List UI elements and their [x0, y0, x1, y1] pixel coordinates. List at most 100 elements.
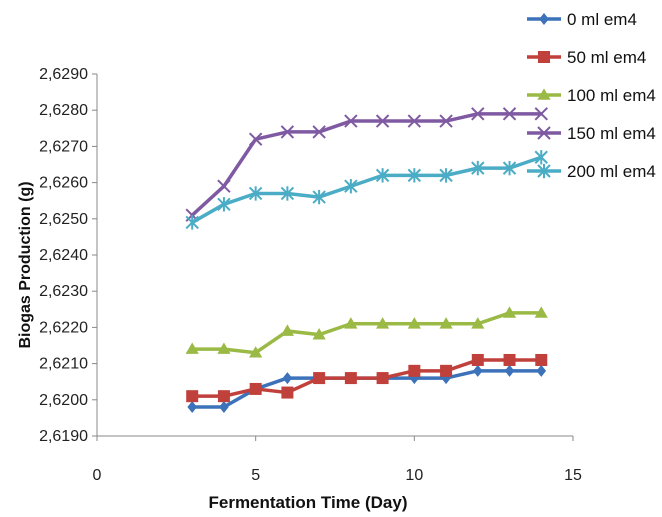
data-point [535, 353, 548, 366]
data-point [280, 186, 295, 201]
series-1 [186, 353, 548, 403]
data-point [471, 160, 485, 176]
data-point [312, 328, 326, 340]
data-point [473, 364, 483, 377]
data-point [248, 132, 263, 146]
series-line [190, 155, 544, 225]
legend-item: 0 ml em4 [527, 10, 637, 29]
legend-item: 150 ml em4 [527, 124, 656, 143]
data-point [502, 306, 517, 318]
y-tick-label: 2,6280 [39, 102, 88, 119]
legend: 0 ml em4 50 ml em4 100 ml em4 150 ml em4 200… [527, 10, 656, 181]
series-line [190, 112, 544, 217]
data-point [471, 317, 485, 329]
data-point [439, 114, 453, 128]
data-point [344, 317, 358, 329]
x-axis-ticks: 0 5 10 15 [93, 436, 582, 484]
data-point [534, 306, 548, 318]
data-point [502, 107, 517, 121]
data-point [407, 114, 422, 128]
data-point [313, 372, 326, 385]
data-point [536, 364, 547, 377]
legend-label: 0 ml em4 [567, 10, 637, 29]
y-tick-label: 2,6190 [39, 428, 88, 445]
y-tick-label: 2,6270 [39, 138, 88, 155]
data-point [280, 125, 295, 139]
data-point [217, 342, 231, 354]
series-2 [185, 306, 548, 358]
data-point [186, 390, 199, 403]
data-point [537, 126, 551, 140]
data-point [187, 401, 197, 414]
data-point [408, 364, 421, 377]
data-point [185, 215, 199, 230]
data-point [440, 364, 453, 377]
y-tick-label: 2,6240 [39, 247, 88, 264]
data-point [375, 168, 390, 183]
series-0 [187, 364, 547, 414]
legend-label: 200 ml em4 [567, 162, 656, 181]
data-point [471, 107, 485, 121]
legend-label: 150 ml em4 [567, 124, 656, 143]
data-point [344, 114, 358, 128]
data-point [407, 317, 421, 329]
data-point [217, 390, 230, 403]
data-point [219, 401, 229, 414]
x-tick-label: 10 [405, 467, 423, 484]
data-point [185, 342, 199, 354]
data-point [249, 382, 262, 395]
legend-item: 100 ml em4 [527, 86, 656, 105]
data-point [503, 353, 516, 366]
series-layer [185, 107, 548, 414]
data-point [534, 150, 548, 165]
data-point [504, 364, 515, 377]
legend-item: 200 ml em4 [527, 162, 656, 181]
data-point [537, 88, 551, 100]
data-point [217, 197, 231, 212]
legend-label: 100 ml em4 [567, 86, 656, 105]
y-tick-label: 2,6200 [39, 392, 88, 409]
data-point [439, 317, 453, 329]
data-point [282, 372, 293, 385]
y-axis-ticks: 2,6190 2,6200 2,6210 2,6220 2,6230 2,6240 2,62… [39, 66, 97, 445]
data-point [248, 186, 263, 201]
series-4 [185, 150, 548, 230]
data-point [281, 386, 294, 399]
series-line [190, 311, 544, 355]
legend-item: 50 ml em4 [527, 48, 646, 67]
y-tick-label: 2,6250 [39, 211, 88, 228]
x-tick-label: 15 [564, 467, 582, 484]
data-point [471, 353, 484, 366]
data-point [539, 13, 549, 25]
x-axis-title: Fermentation Time (Day) [208, 493, 407, 512]
data-point [375, 114, 390, 128]
data-point [217, 179, 231, 193]
data-point [376, 317, 390, 329]
data-point [280, 324, 294, 336]
data-point [407, 168, 422, 183]
data-point [538, 51, 550, 63]
series-line [190, 358, 544, 398]
data-point [312, 189, 326, 205]
y-axis-title: Biogas Production (g) [17, 181, 34, 348]
series-3 [185, 107, 548, 222]
data-point [312, 125, 326, 139]
y-tick-label: 2,6260 [39, 175, 88, 192]
x-tick-label: 5 [251, 467, 260, 484]
data-point [344, 179, 358, 194]
data-point [344, 372, 357, 385]
y-tick-label: 2,6230 [39, 283, 88, 300]
legend-label: 50 ml em4 [567, 48, 646, 67]
y-tick-label: 2,6210 [39, 356, 88, 373]
data-point [249, 346, 263, 358]
series-line [190, 369, 544, 409]
data-point [502, 160, 517, 176]
y-tick-label: 2,6220 [39, 319, 88, 336]
y-tick-label: 2,6290 [39, 66, 88, 83]
x-tick-label: 0 [93, 467, 102, 484]
data-point [376, 372, 389, 385]
data-point [534, 107, 548, 121]
data-point [439, 168, 453, 183]
data-point [537, 163, 551, 179]
